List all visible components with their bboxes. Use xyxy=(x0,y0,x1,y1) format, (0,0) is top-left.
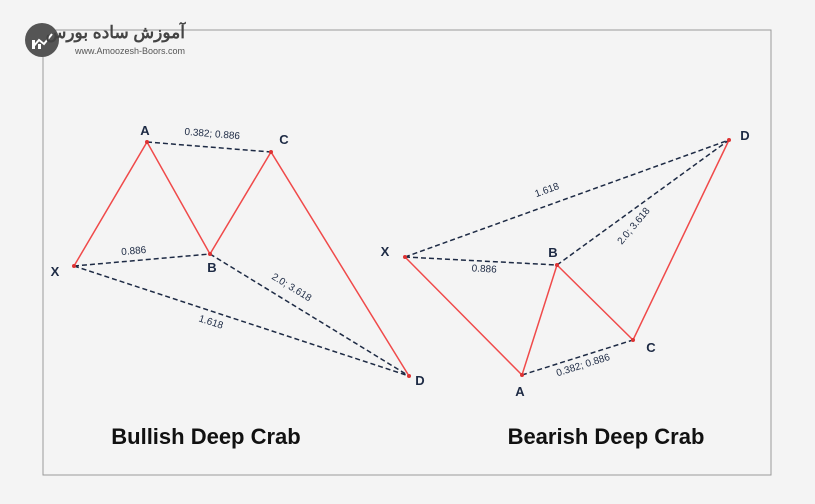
dashed-line xyxy=(146,141,272,153)
diagram-title: Bullish Deep Crab xyxy=(111,424,300,449)
logo: آموزش ساده بورس www.Amoozesh-Boors.com xyxy=(25,21,186,57)
dashed-line xyxy=(209,253,410,377)
logo-url: www.Amoozesh-Boors.com xyxy=(74,46,185,56)
dashed-line xyxy=(73,253,211,267)
point-label: A xyxy=(140,123,150,138)
point xyxy=(555,263,559,267)
logo-name: آموزش ساده بورس xyxy=(46,21,187,43)
dashed-line xyxy=(556,139,730,266)
point-label: A xyxy=(515,384,525,399)
frame xyxy=(42,29,772,476)
point xyxy=(208,252,212,256)
point-label: C xyxy=(279,132,289,147)
diagram-title: Bearish Deep Crab xyxy=(508,424,705,449)
dashed-line xyxy=(521,339,634,376)
point xyxy=(631,338,635,342)
point xyxy=(407,374,411,378)
point xyxy=(403,255,407,259)
logo-arrow xyxy=(32,33,53,48)
ratio-label: 0.886 xyxy=(471,263,497,275)
point-label: D xyxy=(740,128,749,143)
point-label: C xyxy=(646,340,656,355)
point xyxy=(145,140,149,144)
ratio-label: 0.886 xyxy=(121,245,147,258)
point xyxy=(520,373,524,377)
logo-bar xyxy=(32,40,35,49)
point xyxy=(72,264,76,268)
point xyxy=(269,150,273,154)
dashed-line xyxy=(73,265,410,377)
logo-bar xyxy=(38,44,41,49)
dashed-line xyxy=(404,139,730,258)
point-label: X xyxy=(51,264,60,279)
point xyxy=(727,138,731,142)
point-label: B xyxy=(207,260,216,275)
dashed-line xyxy=(404,256,558,266)
ratio-label: 0.382; 0.886 xyxy=(184,127,241,142)
point-label: D xyxy=(415,373,424,388)
point-label: B xyxy=(548,245,557,260)
point-label: X xyxy=(381,244,390,259)
